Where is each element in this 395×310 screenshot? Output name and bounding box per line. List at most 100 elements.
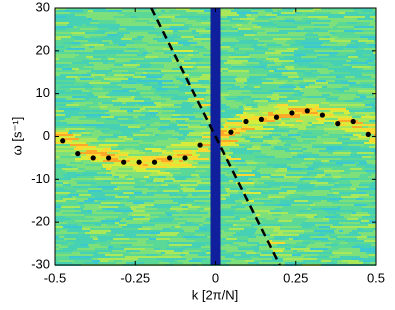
- heat-cell: [184, 60, 199, 62]
- heat-cell: [323, 162, 336, 164]
- heat-cell: [321, 200, 327, 202]
- heat-cell: [110, 114, 114, 116]
- heat-cell: [346, 108, 364, 110]
- heat-cell: [136, 90, 142, 92]
- heat-cell: [255, 174, 271, 176]
- heat-cell: [327, 200, 339, 202]
- heat-cell: [346, 78, 358, 80]
- heat-cell: [308, 200, 321, 202]
- heat-cell: [55, 82, 74, 84]
- heat-cell: [136, 82, 150, 84]
- heat-cell: [188, 232, 203, 234]
- heat-cell: [350, 256, 360, 258]
- heat-cell: [126, 56, 145, 58]
- y-tick-label: 10: [36, 85, 50, 100]
- heat-cell: [219, 32, 238, 34]
- heat-cell: [249, 126, 263, 128]
- heat-cell: [152, 106, 161, 108]
- heat-cell: [155, 224, 170, 226]
- heat-cell: [142, 90, 156, 92]
- heat-cell: [364, 144, 374, 146]
- heat-cell: [144, 202, 164, 204]
- heat-cell: [309, 100, 326, 102]
- heat-cell: [193, 222, 203, 224]
- heat-cell: [92, 258, 98, 260]
- heat-cell: [322, 94, 330, 96]
- heat-cell: [351, 40, 358, 42]
- heat-cell: [102, 76, 110, 78]
- heat-cell: [343, 164, 356, 166]
- heat-cell: [111, 232, 121, 234]
- heat-cell: [319, 166, 328, 168]
- heat-cell: [55, 236, 59, 238]
- heat-cell: [352, 246, 361, 248]
- heat-cell: [349, 166, 365, 168]
- heat-cell: [247, 116, 252, 118]
- heat-cell: [96, 182, 111, 184]
- data-point: [182, 155, 187, 160]
- heat-cell: [267, 64, 281, 66]
- heat-cell: [125, 204, 139, 206]
- heat-cell: [264, 42, 276, 44]
- heat-cell: [154, 122, 160, 124]
- heat-cell: [81, 210, 87, 212]
- heat-cell: [98, 42, 109, 44]
- heat-cell: [183, 44, 190, 46]
- heat-cell: [246, 122, 267, 124]
- heat-cell: [86, 56, 93, 58]
- heat-cell: [360, 248, 375, 250]
- heat-cell: [333, 74, 352, 76]
- heat-cell: [124, 246, 140, 248]
- heat-cell: [319, 38, 335, 40]
- heat-cell: [114, 58, 127, 60]
- heat-cell: [270, 82, 285, 84]
- heat-cell: [115, 172, 135, 174]
- heat-cell: [330, 114, 334, 116]
- heat-cell: [98, 104, 113, 106]
- heat-cell: [77, 26, 97, 28]
- heat-cell: [324, 130, 345, 132]
- heat-cell: [332, 202, 347, 204]
- heat-cell: [234, 210, 252, 212]
- heat-cell: [145, 258, 156, 260]
- heat-cell: [103, 62, 108, 64]
- heat-cell: [73, 86, 94, 88]
- heat-cell: [352, 116, 361, 118]
- heat-cell: [170, 258, 186, 260]
- heat-cell: [242, 102, 258, 104]
- heat-cell: [76, 238, 93, 240]
- heat-cell: [267, 96, 287, 98]
- heat-cell: [191, 248, 210, 250]
- heat-cell: [104, 148, 111, 150]
- heat-cell: [300, 86, 305, 88]
- heat-cell: [139, 122, 154, 124]
- heat-cell: [164, 64, 177, 66]
- heat-cell: [266, 150, 285, 152]
- heat-cell: [170, 26, 189, 28]
- heat-cell: [352, 158, 361, 160]
- heat-cell: [223, 34, 238, 36]
- heat-cell: [341, 206, 362, 208]
- heat-cell: [127, 178, 134, 180]
- heat-cell: [150, 118, 160, 120]
- heat-cell: [362, 34, 371, 36]
- heat-cell: [154, 194, 169, 196]
- heat-cell: [164, 120, 170, 122]
- heat-cell: [170, 208, 188, 210]
- heat-cell: [339, 90, 344, 92]
- heat-cell: [274, 70, 288, 72]
- heat-cell: [355, 244, 363, 246]
- heat-cell: [263, 54, 280, 56]
- heat-cell: [260, 146, 270, 148]
- heat-cell: [269, 36, 284, 38]
- heat-cell: [349, 84, 363, 86]
- heat-cell: [227, 16, 247, 18]
- heat-cell: [310, 198, 324, 200]
- heat-cell: [172, 156, 181, 158]
- heat-cell: [352, 74, 362, 76]
- heat-cell: [231, 114, 236, 116]
- heat-cell: [310, 174, 317, 176]
- heat-cell: [281, 118, 290, 120]
- heat-cell: [352, 212, 356, 214]
- heat-cell: [364, 148, 376, 150]
